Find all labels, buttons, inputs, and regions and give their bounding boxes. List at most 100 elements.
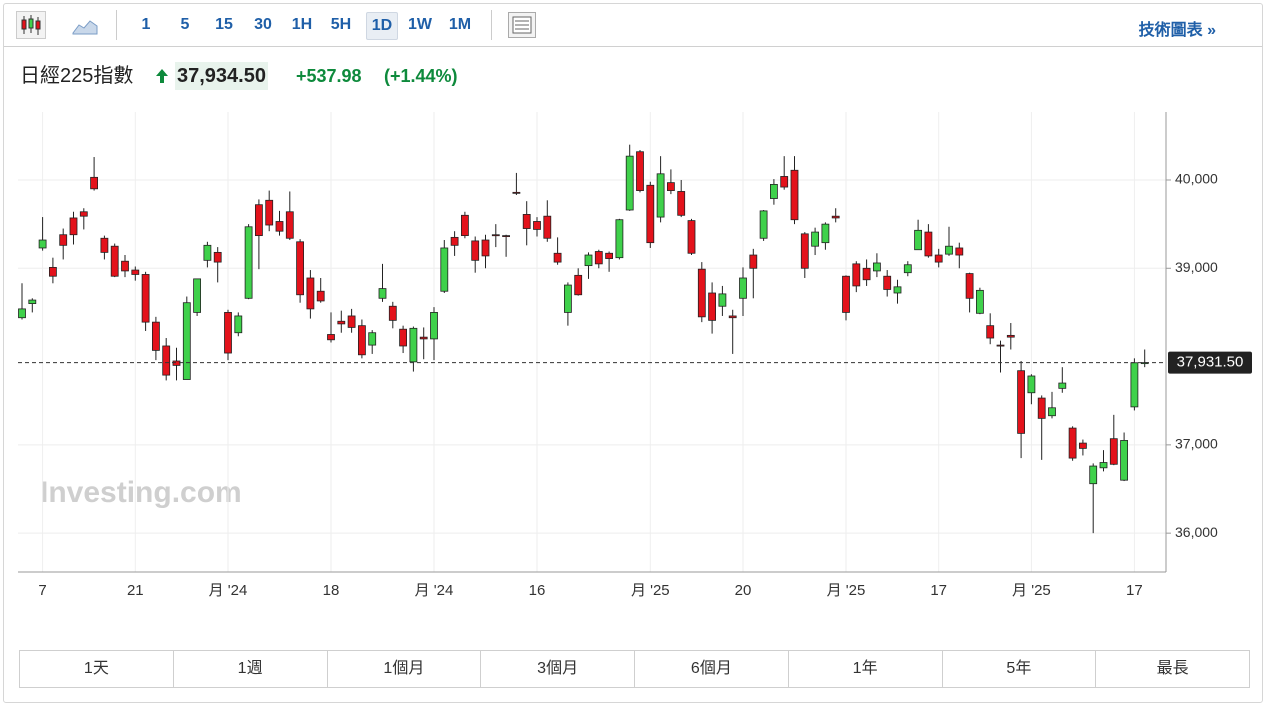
candle-body <box>656 173 665 218</box>
range-tab[interactable]: 5年 <box>943 651 1097 687</box>
candle-body <box>1079 442 1087 449</box>
y-tick-label: 40,000 <box>1175 171 1218 187</box>
interval-button[interactable]: 15 <box>215 16 233 33</box>
candle-body <box>337 320 346 325</box>
x-tick-label: 21 <box>127 582 144 599</box>
candle-body <box>1006 334 1015 338</box>
range-tab[interactable]: 1年 <box>789 651 943 687</box>
candle-body <box>481 239 490 257</box>
candle-body <box>141 274 150 323</box>
candle-body <box>90 176 98 190</box>
candle-body <box>1058 382 1067 389</box>
candle-body <box>790 169 799 221</box>
range-tab[interactable]: 最長 <box>1156 660 1189 677</box>
candle-body <box>718 293 727 307</box>
interval-button[interactable]: 1D <box>366 12 398 40</box>
candle-body <box>285 211 294 239</box>
candle-body <box>1037 397 1046 419</box>
candle-body <box>728 315 737 319</box>
candle-body <box>924 231 933 257</box>
candle-body <box>811 231 819 247</box>
candle-icon[interactable] <box>16 11 46 39</box>
price: 37,934.50 <box>175 62 268 90</box>
candle-body <box>615 219 624 259</box>
candle-body <box>543 215 552 239</box>
range-tab[interactable]: 1個月 <box>328 651 482 687</box>
candle-body <box>79 211 88 217</box>
candle-body <box>770 183 778 199</box>
candle-body <box>203 244 212 261</box>
candle-body <box>945 245 953 255</box>
interval-button[interactable]: 30 <box>254 16 272 33</box>
candle-body <box>533 221 541 230</box>
candle-body <box>965 273 974 299</box>
candle-body <box>594 251 603 265</box>
candle-body <box>1109 438 1118 465</box>
candle-body <box>1089 465 1098 485</box>
candle-body <box>38 239 47 249</box>
candle-body <box>986 325 995 339</box>
candle-body <box>131 269 140 275</box>
chart: Investing.com 36,000 37,000 39,000 40,000 7 21… <box>18 112 1252 599</box>
interval-button[interactable]: 1H <box>291 16 313 33</box>
candle-body <box>460 214 469 237</box>
candle-body <box>151 321 160 351</box>
interval-button[interactable]: 1W <box>408 16 432 33</box>
range-tab[interactable]: 6個月 <box>635 651 789 687</box>
interval-button[interactable]: 1M <box>448 16 472 33</box>
candle-body <box>553 252 562 263</box>
candle-body <box>306 277 315 310</box>
candle-body <box>419 336 428 340</box>
candle-body <box>1068 427 1077 459</box>
range-tab[interactable]: 3個月 <box>481 651 635 687</box>
candle-body <box>1140 362 1149 365</box>
candle-body <box>430 312 438 340</box>
candle-body <box>903 264 912 274</box>
candle-body <box>368 332 377 346</box>
candle-body <box>873 262 881 272</box>
area-icon[interactable] <box>72 14 98 36</box>
x-tick-label: 月 '25 <box>1012 582 1051 599</box>
candle-body <box>193 278 202 313</box>
candle-body <box>976 289 984 314</box>
x-tick-label: 17 <box>1126 582 1143 599</box>
candle-body <box>625 155 634 211</box>
candle-body <box>49 266 57 277</box>
table-icon[interactable] <box>508 12 536 38</box>
interval-button[interactable]: 5 <box>180 16 190 33</box>
candle-body <box>564 284 572 313</box>
candle-body <box>512 191 521 194</box>
separator <box>491 10 492 40</box>
instrument-name: 日經225指數 <box>20 65 134 87</box>
candle-body <box>399 328 408 347</box>
y-tick-label: 36,000 <box>1175 524 1218 540</box>
candle-body <box>491 234 500 237</box>
candle-body <box>862 267 871 281</box>
x-tick-label: 月 '25 <box>827 582 866 599</box>
candle-body <box>1017 370 1025 434</box>
candle-body <box>409 327 418 363</box>
x-tick-label: 20 <box>735 582 752 599</box>
candle-body <box>234 315 243 334</box>
candle-body <box>842 275 850 313</box>
interval-button[interactable]: 5H <box>330 16 352 33</box>
range-tab[interactable]: 1天 <box>20 651 174 687</box>
candle-body <box>327 334 335 341</box>
candle-body <box>316 290 325 302</box>
candle-body <box>224 312 232 354</box>
candle-body <box>59 234 68 246</box>
x-tick-label: 17 <box>930 582 947 599</box>
range-tab[interactable]: 1週 <box>174 651 328 687</box>
candle-body <box>357 325 366 356</box>
candle-body <box>347 315 356 328</box>
technical-chart-link[interactable]: 技術圖表 » <box>1138 22 1216 39</box>
candle-body <box>667 182 675 191</box>
candle-body <box>687 220 696 254</box>
range-tabs: 1天 1週 1個月 3個月 6個月 1年 5年 最長 <box>19 650 1250 688</box>
interval-button[interactable]: 1 <box>141 16 151 33</box>
candle-body <box>821 223 830 244</box>
candle-body <box>502 235 511 238</box>
candle-body <box>708 292 716 321</box>
candle-body <box>955 247 964 256</box>
